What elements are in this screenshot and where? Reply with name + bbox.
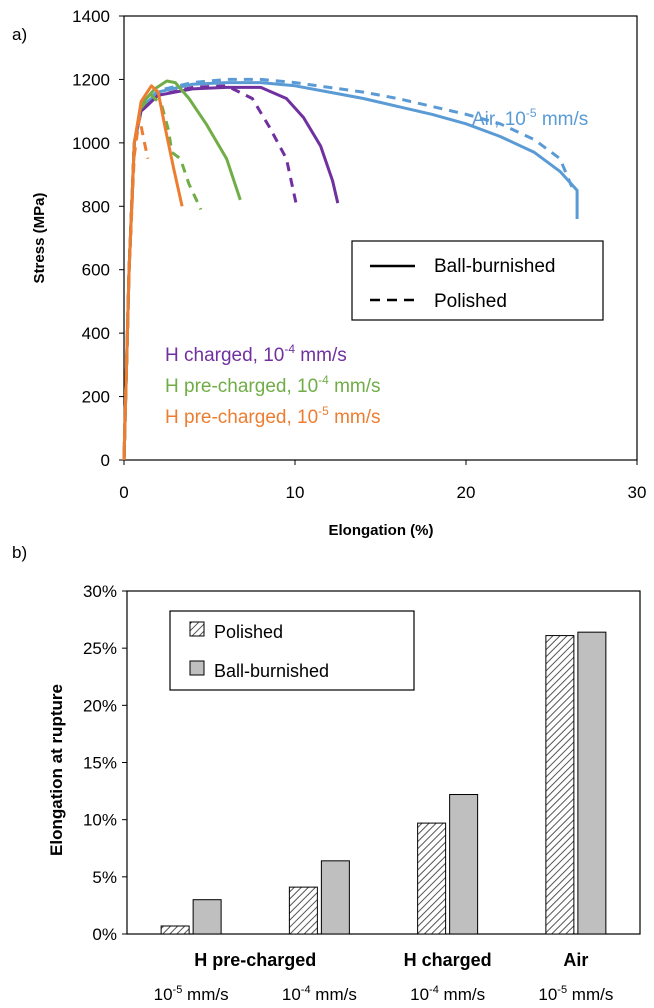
- group-label: Air: [563, 950, 588, 970]
- annotation-h-precharged-1e-4: H pre-charged, 10-4 mm/s: [165, 373, 381, 397]
- curves: [122, 77, 579, 461]
- y-tick-label: 400: [82, 324, 110, 343]
- series-line-dashed: [122, 77, 574, 461]
- y-tick-label: 1400: [72, 7, 110, 26]
- x-tick-label: 20: [457, 483, 476, 502]
- category-labels: H pre-charged H charged Air 10-5 mm/s 10-4 m…: [154, 950, 614, 1004]
- plot-area-frame: [123, 15, 638, 461]
- legend-label: Polished: [214, 622, 283, 642]
- x-tick-label: 0: [119, 483, 128, 502]
- bar-ball-burnished: [449, 794, 479, 935]
- legend-box: [351, 240, 604, 321]
- annotation-h-charged: H charged, 10-4 mm/s: [165, 342, 347, 366]
- y-tick-label: 800: [82, 197, 110, 216]
- series-line-dashed: [122, 116, 150, 461]
- series-line-solid: [122, 85, 340, 461]
- y-tick-label: 0%: [92, 925, 117, 944]
- bars: [160, 631, 607, 935]
- y-tick-label: 25%: [83, 639, 117, 658]
- y-tick-label: 30%: [83, 582, 117, 601]
- legend-label: Ball-burnished: [214, 661, 329, 681]
- series-line-solid: [122, 84, 184, 461]
- rate-label: 10-5 mm/s: [538, 984, 613, 1004]
- bar-ball-burnished: [320, 860, 350, 935]
- bar-polished: [288, 886, 318, 935]
- y-axis-ticks: 0 200 400 600 800 1000 1200 1400: [72, 7, 124, 470]
- y-tick-label: 600: [82, 261, 110, 280]
- group-label: H charged: [404, 950, 492, 970]
- stress-strain-chart: 0 200 400 600 800 1000 1200 1400 0 10 20 30 Stress…: [31, 7, 646, 539]
- rate-label: 10-4 mm/s: [282, 984, 357, 1004]
- y-axis-ticks: 0% 5% 10% 15% 20% 25% 30%: [83, 582, 127, 944]
- y-tick-label: 5%: [92, 868, 117, 887]
- y-tick-label: 10%: [83, 811, 117, 830]
- group-label: H pre-charged: [194, 950, 316, 970]
- x-tick-label: 30: [628, 483, 647, 502]
- y-axis-label: Elongation at rupture: [47, 684, 66, 856]
- bar-polished: [417, 822, 447, 935]
- elongation-bar-chart: 0% 5% 10% 15% 20% 25% 30% H pre-charged H charg…: [47, 582, 641, 1004]
- y-tick-label: 1000: [72, 134, 110, 153]
- legend-hatched-swatch: [189, 621, 205, 637]
- legend-gray-swatch: [189, 660, 205, 676]
- legend-box: [169, 610, 415, 691]
- panel-label-a: a): [12, 25, 27, 44]
- rate-label: 10-5 mm/s: [154, 984, 229, 1004]
- panel-label-b: b): [12, 543, 27, 562]
- y-tick-label: 20%: [83, 696, 117, 715]
- rate-label: 10-4 mm/s: [410, 984, 485, 1004]
- legend-b: Polished Ball-burnished: [169, 610, 415, 691]
- bar-polished: [545, 635, 575, 935]
- x-tick-label: 10: [286, 483, 305, 502]
- y-tick-label: 1200: [72, 70, 110, 89]
- y-tick-label: 200: [82, 388, 110, 407]
- y-axis-label: Stress (MPa): [31, 193, 48, 284]
- x-axis-label: Elongation (%): [329, 522, 434, 539]
- y-tick-label: 0: [101, 451, 110, 470]
- annotations: Air, 10-5 mm/s H charged, 10-4 mm/s H pr…: [165, 106, 588, 428]
- x-axis-ticks: 0 10 20 30: [119, 460, 646, 502]
- legend-label: Polished: [434, 291, 507, 312]
- y-tick-label: 15%: [83, 754, 117, 773]
- legend-label: Ball-burnished: [434, 256, 555, 277]
- annotation-h-precharged-1e-5: H pre-charged, 10-5 mm/s: [165, 404, 381, 428]
- legend-a: Ball-burnished Polished: [351, 240, 604, 321]
- bar-ball-burnished: [577, 631, 607, 935]
- series-line-solid: [122, 79, 242, 461]
- bar-polished: [160, 925, 190, 935]
- annotation-air: Air, 10-5 mm/s: [472, 106, 588, 130]
- series-line-dashed: [122, 84, 299, 461]
- bar-ball-burnished: [192, 899, 222, 935]
